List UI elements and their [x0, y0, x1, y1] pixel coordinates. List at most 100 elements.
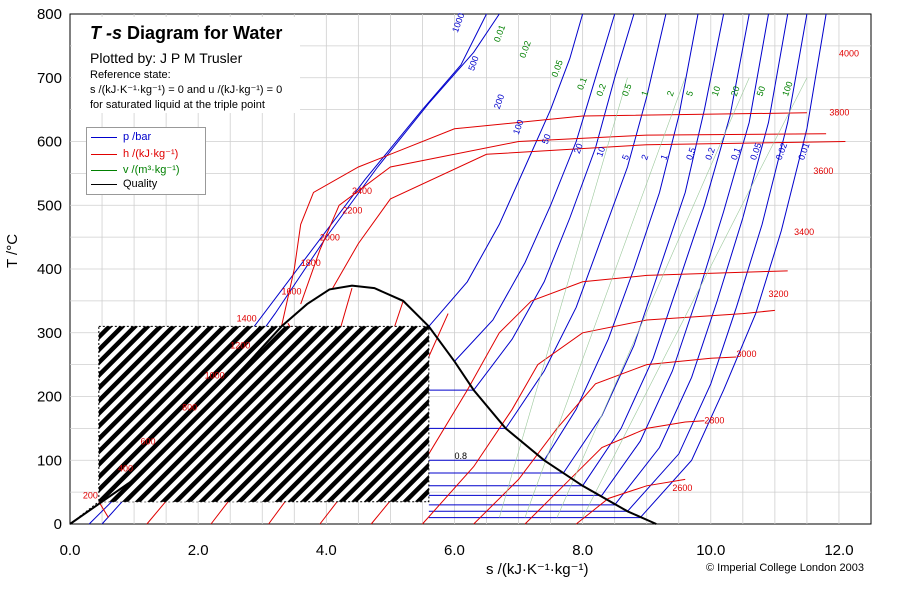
enthalpy-label: 2400	[352, 186, 372, 196]
enthalpy-label: 1200	[230, 341, 250, 351]
legend-label-quality: Quality	[123, 178, 158, 190]
x-tick-label: 4.0	[316, 542, 337, 559]
enthalpy-line	[473, 356, 737, 525]
x-tick-label: 10.0	[696, 542, 725, 559]
enthalpy-label: 3400	[794, 227, 814, 237]
volume-line	[556, 77, 750, 518]
volume-line	[524, 77, 686, 518]
enthalpy-label: 3000	[736, 349, 756, 359]
legend-swatch-volume	[91, 169, 117, 171]
volume-label: 1	[639, 89, 650, 97]
pressure-label: 500	[466, 55, 481, 73]
isobar-line	[614, 13, 789, 506]
pressure-label: 10	[594, 145, 607, 158]
title-box: T -s Diagram for Water Plotted by: J P M…	[72, 17, 300, 113]
legend-label-volume: v /(m³·kg⁻¹)	[123, 164, 180, 176]
legend-item-enthalpy: h /(kJ·kg⁻¹)	[91, 147, 178, 161]
isobar-line	[582, 13, 750, 487]
y-tick-label: 600	[37, 134, 62, 151]
enthalpy-line	[422, 309, 775, 525]
axis-ticks: 0.0 2.0 4.0 6.0 8.0 10.0 12.0 0 100 200 300 400 500 6…	[37, 6, 854, 559]
enthalpy-label: 1400	[237, 313, 257, 323]
volume-label: 10	[710, 85, 723, 98]
enthalpy-label: 600	[140, 436, 155, 446]
quality-label: 0.8	[454, 451, 467, 461]
enthalpy-label: 3800	[829, 107, 849, 117]
pressure-label: 1	[658, 153, 669, 161]
isobar-line	[505, 13, 667, 429]
volume-label: 50	[755, 85, 768, 98]
enthalpy-line	[281, 112, 807, 327]
pressure-label: 200	[492, 93, 507, 111]
chart-title-main: Diagram for Water	[127, 23, 283, 43]
x-axis-label: s /(kJ·K⁻¹·kg⁻¹)	[486, 561, 589, 578]
x-tick-label: 6.0	[444, 542, 465, 559]
enthalpy-line	[524, 420, 705, 525]
legend-label-enthalpy: h /(kJ·kg⁻¹)	[123, 148, 179, 160]
enthalpy-line	[575, 478, 686, 525]
enthalpy-label: 2000	[320, 232, 340, 242]
chart-labels: 2004006008001000120014001600180020002200…	[83, 12, 859, 501]
y-tick-label: 100	[37, 452, 62, 469]
enthalpy-label: 2800	[704, 415, 724, 425]
x-tick-label: 0.0	[60, 542, 81, 559]
chart-title: T -s Diagram for Water	[90, 23, 282, 44]
enthalpy-liquid-segment	[98, 501, 109, 518]
enthalpy-label: 3600	[813, 166, 833, 176]
pressure-label: 100	[511, 118, 526, 136]
saturation-dome	[69, 284, 657, 525]
y-tick-label: 700	[37, 70, 62, 87]
legend-swatch-quality	[91, 183, 117, 185]
enthalpy-label: 2200	[342, 206, 362, 216]
volume-label: 0.5	[620, 82, 634, 97]
y-tick-label: 0	[54, 516, 62, 533]
volume-label: 2	[665, 89, 676, 97]
enthalpy-label: 800	[182, 403, 197, 413]
pressure-label: 0.1	[729, 146, 743, 161]
volume-label: 0.2	[594, 82, 608, 97]
series-layer	[69, 13, 846, 525]
enthalpy-label: 3200	[768, 289, 788, 299]
y-axis-label: T /°C	[4, 233, 21, 268]
isobar-line	[639, 13, 827, 518]
enthalpy-line	[332, 141, 846, 289]
legend-swatch-pressure	[91, 136, 117, 138]
volume-label: 0.1	[575, 76, 589, 91]
volume-label: 20	[729, 85, 742, 98]
reference-state-line-1: Reference state:	[90, 69, 171, 81]
enthalpy-label: 1000	[205, 371, 225, 381]
pressure-label: 50	[540, 133, 553, 146]
isobar-line	[627, 13, 808, 512]
volume-label: 100	[780, 80, 795, 98]
chart-title-prefix: T -s	[90, 23, 123, 43]
legend-item-pressure: p /bar	[91, 131, 151, 145]
x-tick-label: 12.0	[824, 542, 853, 559]
pressure-label: 0.5	[684, 146, 698, 161]
isobar-line	[454, 13, 616, 362]
isobar-line	[601, 13, 769, 496]
enthalpy-label: 4000	[839, 49, 859, 59]
reference-state-line-2: s /(kJ·K⁻¹·kg⁻¹) = 0 and u /(kJ·kg⁻¹) = …	[90, 84, 283, 96]
volume-label: 5	[684, 89, 695, 97]
legend-label-pressure: p /bar	[123, 131, 152, 143]
y-tick-label: 800	[37, 6, 62, 23]
pressure-label: 5	[620, 153, 631, 161]
legend-item-quality: Quality	[91, 178, 157, 192]
enthalpy-label: 200	[83, 491, 98, 501]
volume-line	[582, 77, 808, 518]
isobar-line	[543, 13, 699, 461]
enthalpy-label: 1800	[301, 258, 321, 268]
x-tick-label: 8.0	[572, 542, 593, 559]
y-tick-label: 400	[37, 261, 62, 278]
pressure-label: 20	[572, 142, 585, 155]
reference-state: Reference state: s /(kJ·K⁻¹·kg⁻¹) = 0 an…	[90, 68, 282, 113]
y-tick-label: 300	[37, 325, 62, 342]
legend-swatch-enthalpy	[91, 153, 117, 155]
pressure-label: 2	[639, 153, 650, 161]
x-tick-label: 2.0	[188, 542, 209, 559]
legend-item-volume: v /(m³·kg⁻¹)	[91, 163, 180, 177]
y-tick-label: 500	[37, 197, 62, 214]
plotted-by: Plotted by: J P M Trusler	[90, 50, 243, 66]
pressure-label: 0.2	[703, 146, 717, 161]
